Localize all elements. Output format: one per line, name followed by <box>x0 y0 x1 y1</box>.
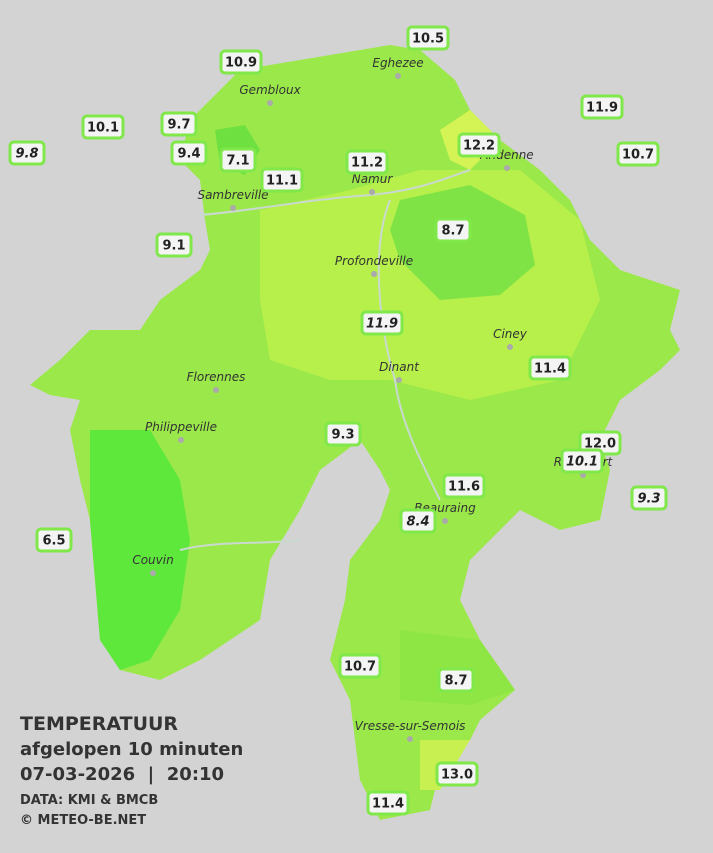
station-box <box>324 421 362 447</box>
city-label: Couvin <box>132 553 173 567</box>
city-dot <box>407 736 413 742</box>
station-value: 11.4 <box>534 362 566 377</box>
city-dot <box>213 387 219 393</box>
city-dot <box>504 165 510 171</box>
station-value: 11.4 <box>372 797 404 812</box>
copyright: © METEO-BE.NET <box>20 813 146 828</box>
station-value: 10.7 <box>344 660 376 675</box>
station-box <box>260 167 304 193</box>
station-box <box>8 140 46 166</box>
city-label: Philippeville <box>145 420 217 434</box>
city-dot <box>178 437 184 443</box>
station-value: 8.4 <box>406 515 429 530</box>
station-box <box>35 527 73 553</box>
station-value: 11.2 <box>351 156 383 171</box>
station-value: 9.3 <box>331 428 354 443</box>
station-value: 10.1 <box>566 455 598 470</box>
station-box <box>630 485 668 511</box>
city-dot <box>369 189 375 195</box>
station-box <box>399 508 437 534</box>
city-label: Eghezee <box>372 56 423 70</box>
station-value: 9.4 <box>177 147 200 162</box>
station-box <box>437 667 475 693</box>
city-label: Dinant <box>379 360 420 374</box>
station-box <box>219 49 263 75</box>
city-dot <box>395 73 401 79</box>
station-box <box>434 217 472 243</box>
station-box <box>160 111 198 137</box>
station-box <box>219 147 257 173</box>
station-value: 9.1 <box>162 239 185 254</box>
city-dot <box>230 205 236 211</box>
city-label: Vresse-sur-Semois <box>355 719 466 733</box>
station-value: 8.7 <box>441 224 464 239</box>
station-value: 10.5 <box>412 32 444 47</box>
station-box <box>360 310 404 336</box>
station-value: 10.7 <box>622 148 654 163</box>
station-box <box>155 232 193 258</box>
station-box <box>366 790 410 816</box>
title: TEMPERATUUR <box>20 713 178 735</box>
station-box <box>560 448 604 474</box>
station-value: 11.9 <box>366 317 398 332</box>
city-label: Profondeville <box>335 254 413 268</box>
station-value: 10.1 <box>87 121 119 136</box>
station-value: 12.0 <box>584 437 616 452</box>
station-box <box>170 140 208 166</box>
city-dot <box>150 570 156 576</box>
station-value: 13.0 <box>441 768 473 783</box>
station-value: 7.1 <box>226 154 249 169</box>
source: DATA: KMI & BMCB <box>20 793 158 808</box>
station-box <box>580 94 624 120</box>
station-value: 9.7 <box>167 118 190 133</box>
station-box <box>435 761 479 787</box>
city-dot <box>442 518 448 524</box>
city-dot <box>267 100 273 106</box>
city-label: Gembloux <box>239 83 301 97</box>
station-box <box>338 653 382 679</box>
station-value: 11.1 <box>266 174 298 189</box>
city-dot <box>507 344 513 350</box>
station-value: 9.8 <box>15 147 38 162</box>
city-label: Namur <box>352 172 394 186</box>
datetime: 07-03-2026 | 20:10 <box>20 764 224 785</box>
city-dot <box>371 271 377 277</box>
station-value: 12.2 <box>463 139 495 154</box>
station-box <box>442 473 486 499</box>
station-box <box>457 132 501 158</box>
city-label: Ciney <box>493 327 528 341</box>
station-value: 10.9 <box>225 56 257 71</box>
station-value: 9.3 <box>637 492 660 507</box>
station-box <box>528 355 572 381</box>
station-box <box>616 141 660 167</box>
subtitle: afgelopen 10 minuten <box>20 739 243 760</box>
city-label: Sambreville <box>197 188 268 202</box>
station-value: 6.5 <box>42 534 65 549</box>
station-value: 11.6 <box>448 480 480 495</box>
city-dot <box>396 377 402 383</box>
station-value: 11.9 <box>586 101 618 116</box>
station-box <box>406 25 450 51</box>
station-value: 8.7 <box>444 674 467 689</box>
station-box <box>81 114 125 140</box>
city-label: Florennes <box>187 370 246 384</box>
station-box <box>345 149 389 175</box>
